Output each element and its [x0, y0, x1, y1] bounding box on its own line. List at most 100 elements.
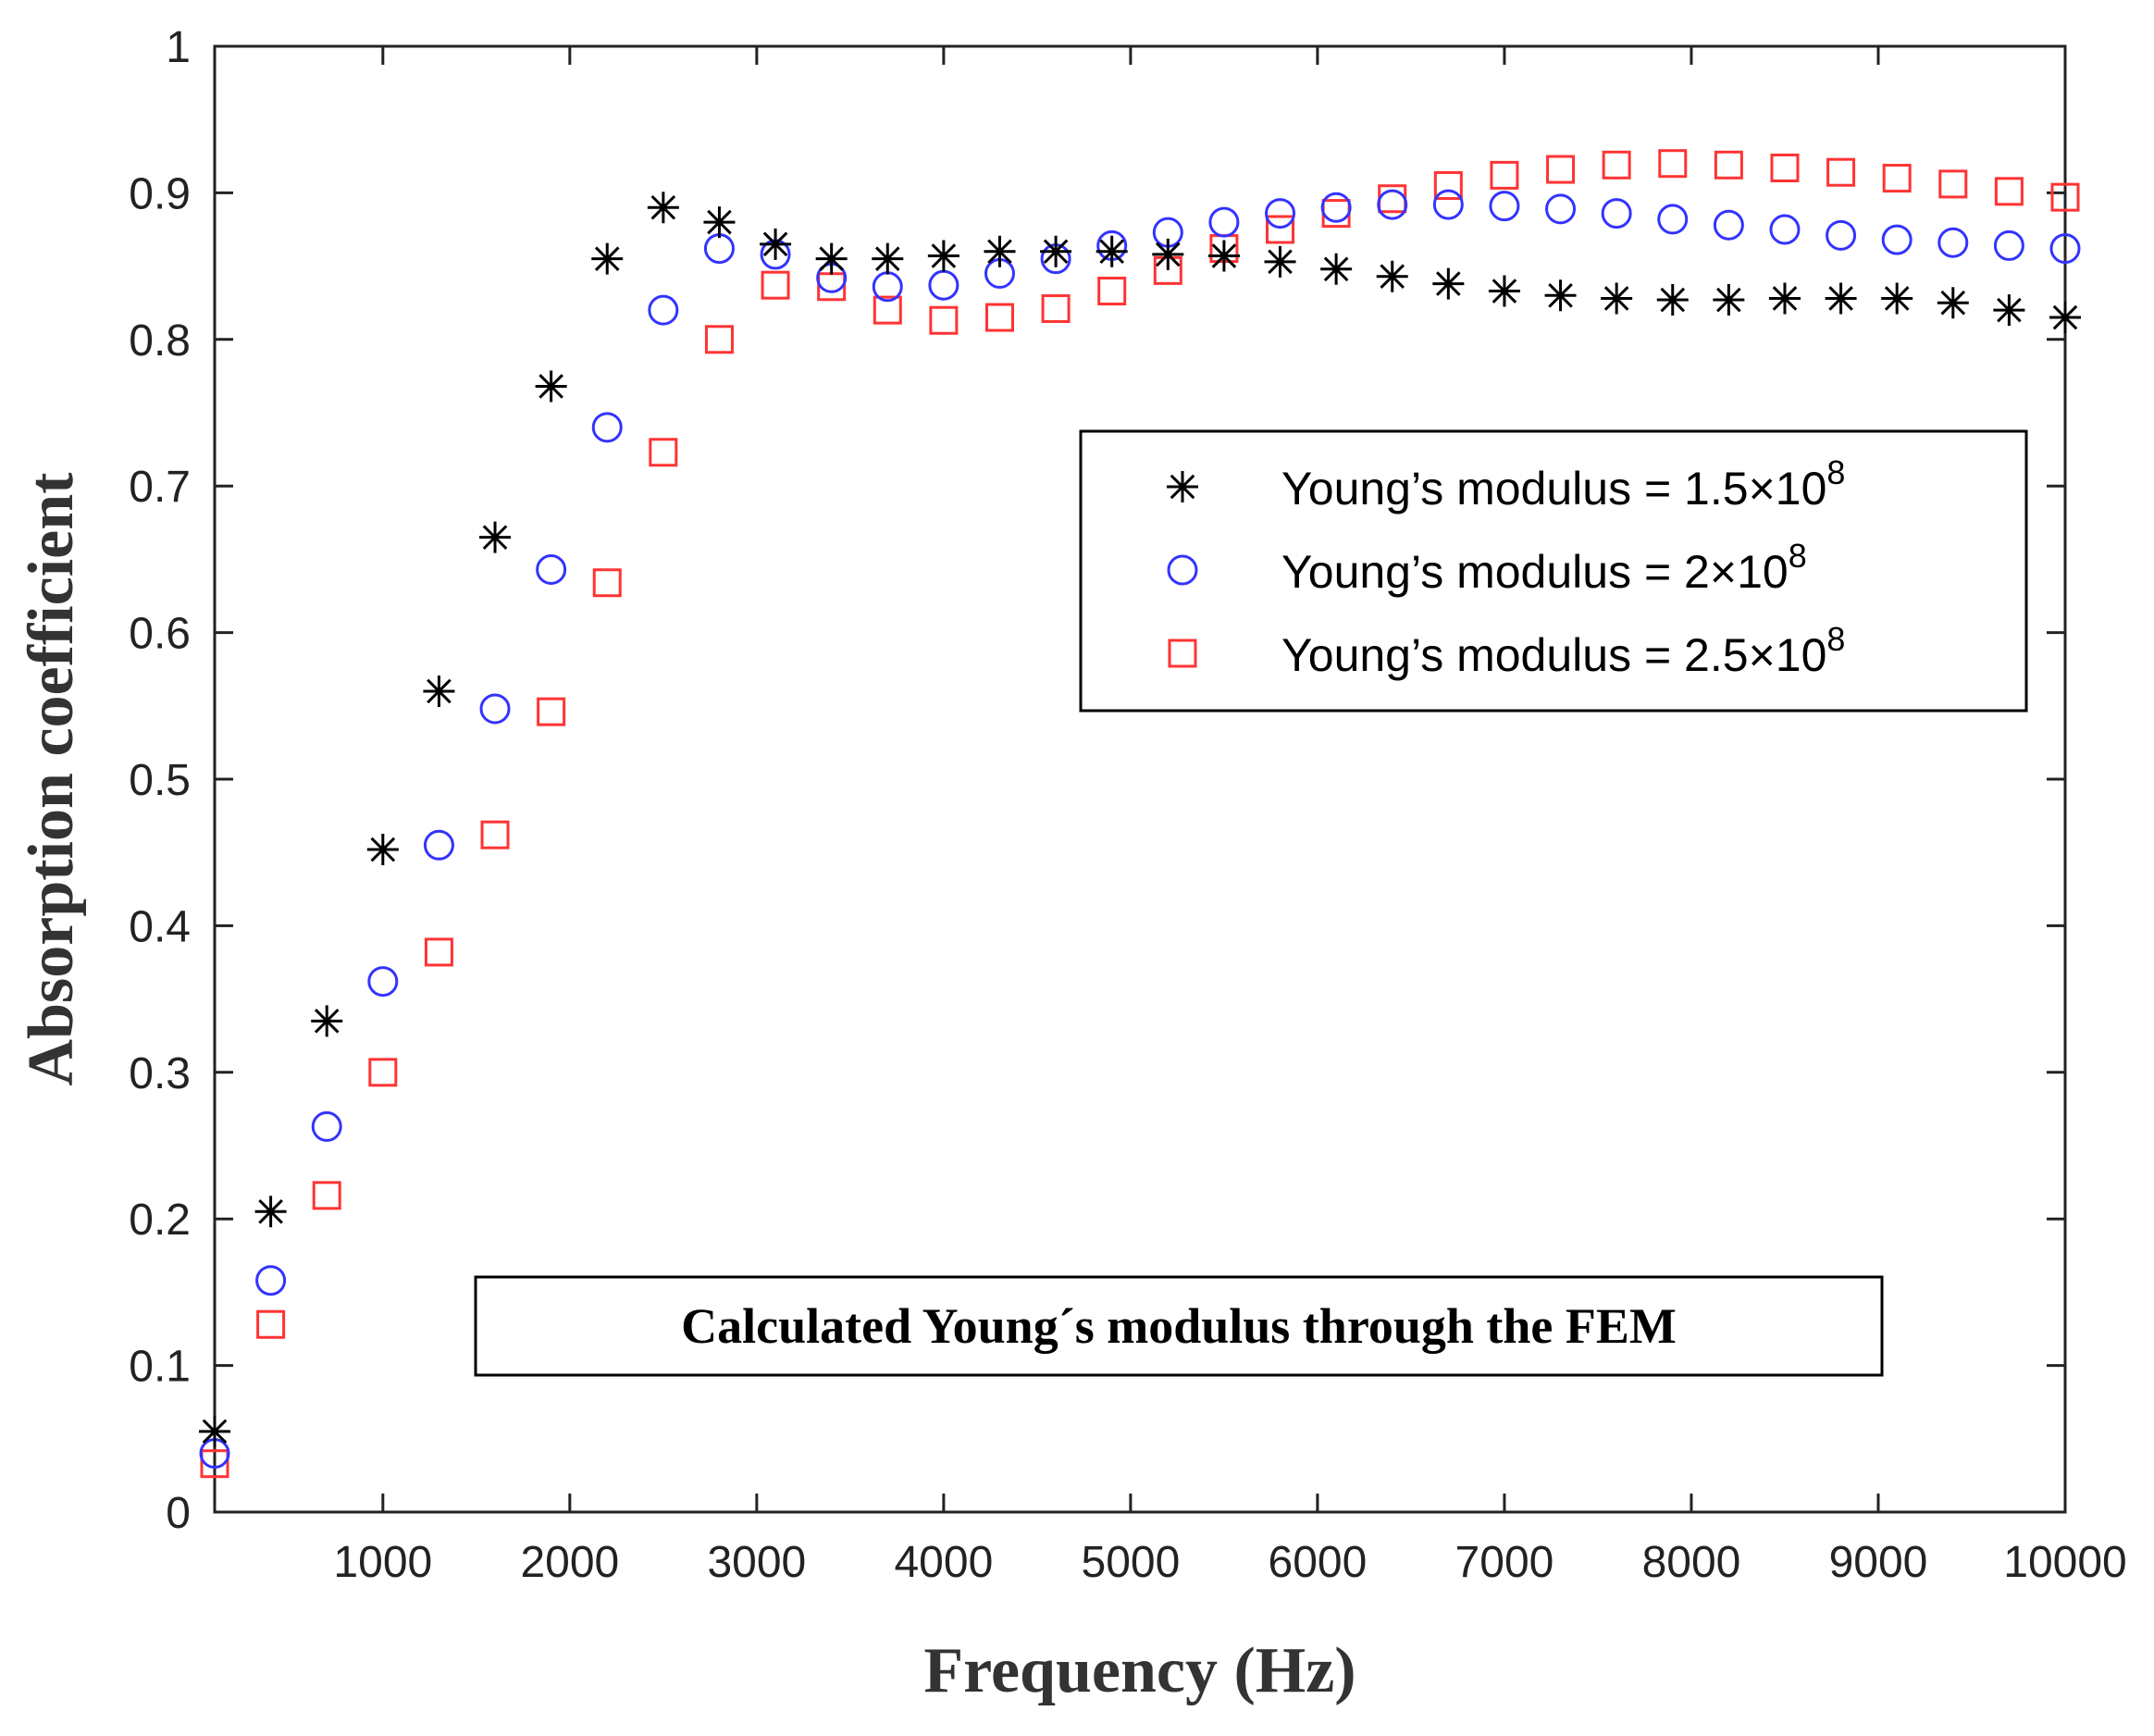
data-point-square	[1433, 170, 1463, 200]
x-tick-label: 3000	[707, 1538, 806, 1587]
data-point-circle	[1208, 206, 1240, 238]
data-point-asterisk	[1264, 245, 1296, 278]
legend-box	[1079, 429, 2028, 713]
legend-marker-square	[1168, 639, 1197, 668]
data-point-square	[200, 1449, 229, 1479]
annotation-frame	[474, 1275, 1884, 1377]
data-point-circle	[1826, 219, 1857, 251]
data-point-circle	[1713, 209, 1744, 241]
legend-marker-asterisk	[1167, 471, 1198, 502]
series-square	[200, 149, 2080, 1479]
data-point-circle	[1489, 191, 1520, 222]
data-point-circle	[311, 1110, 342, 1142]
data-point-asterisk	[199, 1415, 230, 1447]
data-point-circle	[1769, 214, 1801, 245]
data-point-square	[312, 1181, 341, 1210]
x-tick-label: 2000	[520, 1538, 619, 1587]
y-tick-label: 0.7	[129, 463, 191, 512]
data-point-circle	[1657, 204, 1689, 235]
data-point-circle	[1881, 224, 1913, 255]
data-point-asterisk	[535, 370, 567, 403]
data-point-square	[1546, 155, 1576, 184]
data-point-square	[1938, 169, 1968, 199]
data-point-circle	[1265, 198, 1296, 229]
y-tick-label: 0.6	[129, 610, 191, 659]
data-point-square	[2050, 182, 2080, 212]
data-point-square	[1770, 153, 1800, 182]
y-tick-label: 0.5	[129, 756, 191, 805]
data-point-asterisk	[1207, 240, 1240, 272]
data-point-square	[537, 697, 566, 726]
annotation-text: Calculated Young´s modulus through the F…	[681, 1298, 1677, 1354]
data-point-square	[480, 820, 510, 849]
data-point-circle	[648, 294, 679, 326]
data-point-asterisk	[366, 834, 399, 866]
data-point-square	[1602, 150, 1631, 180]
data-point-asterisk	[815, 242, 848, 275]
data-point-circle	[1937, 227, 1969, 258]
data-point-asterisk	[927, 240, 959, 272]
data-point-square	[1658, 149, 1688, 179]
data-point-asterisk	[591, 242, 624, 275]
data-point-circle	[703, 233, 735, 265]
data-point-circle	[1545, 193, 1577, 225]
y-axis-ticks: 0 0.1 0.2 0.3 0.4 0.5 0.6 0.7 0.8 0.9 1	[129, 23, 2065, 1538]
data-point-square	[704, 325, 734, 354]
x-tick-label: 9000	[1829, 1538, 1928, 1587]
data-point-asterisk	[1713, 284, 1745, 316]
x-axis-ticks: 1000 2000 3000 4000 5000 6000 7000 8000 9000 1000…	[333, 46, 2127, 1587]
x-axis-label: Frequency (Hz)	[923, 1635, 1356, 1706]
data-point-asterisk	[1488, 275, 1520, 307]
annotation-box: Calculated Young´s modulus through the F…	[474, 1275, 1884, 1377]
data-point-circle	[1377, 189, 1408, 220]
series-asterisk	[199, 192, 2081, 1447]
data-point-asterisk	[1825, 282, 1857, 315]
data-point-asterisk	[984, 235, 1016, 267]
data-point-asterisk	[1432, 267, 1465, 300]
data-point-square	[256, 1309, 286, 1339]
data-point-circle	[591, 412, 623, 443]
data-point-circle	[1993, 229, 2024, 261]
data-point-asterisk	[2049, 302, 2081, 334]
y-tick-label: 0.3	[129, 1049, 191, 1098]
data-point-circle	[255, 1265, 287, 1296]
y-tick-label: 0.4	[129, 902, 191, 951]
data-point-circle	[367, 966, 399, 998]
data-point-asterisk	[311, 1005, 343, 1037]
y-axis-label: Absorption coefficient	[16, 473, 87, 1086]
data-point-asterisk	[1937, 287, 1969, 319]
data-series-layer	[199, 149, 2081, 1479]
data-point-square	[929, 305, 959, 335]
data-point-square	[649, 438, 678, 467]
data-point-square	[424, 937, 453, 967]
data-point-square	[1041, 294, 1071, 324]
data-point-square	[1490, 160, 1519, 190]
data-point-asterisk	[1768, 282, 1801, 315]
data-point-square	[761, 270, 790, 300]
data-point-asterisk	[872, 242, 904, 275]
x-tick-label: 6000	[1269, 1538, 1368, 1587]
data-point-square	[873, 295, 902, 325]
legend-label: Young’s modulus = 2×108	[1281, 537, 1807, 598]
data-point-asterisk	[647, 192, 679, 224]
data-point-square	[984, 303, 1014, 332]
data-point-asterisk	[1656, 284, 1689, 316]
legend-entry-square: Young’s modulus = 2.5×108	[1168, 620, 1845, 681]
data-point-square	[1266, 215, 1295, 244]
data-point-asterisk	[479, 521, 512, 553]
y-tick-label: 0.8	[129, 316, 191, 366]
x-tick-label: 7000	[1455, 1538, 1554, 1587]
legend: Young’s modulus = 1.5×108 Young’s modulus…	[1079, 429, 2028, 713]
legend-marker-circle	[1167, 554, 1198, 586]
data-point-square	[1714, 150, 1743, 180]
data-point-circle	[423, 829, 454, 861]
data-point-square	[1097, 277, 1127, 306]
data-point-circle	[1320, 192, 1352, 223]
data-point-asterisk	[1993, 294, 2025, 327]
data-point-circle	[479, 693, 511, 725]
data-point-circle	[1432, 189, 1464, 220]
legend-label: Young’s modulus = 2.5×108	[1281, 620, 1845, 681]
y-tick-label: 0.1	[129, 1343, 191, 1392]
data-point-circle	[536, 553, 567, 585]
x-tick-label: 8000	[1642, 1538, 1741, 1587]
